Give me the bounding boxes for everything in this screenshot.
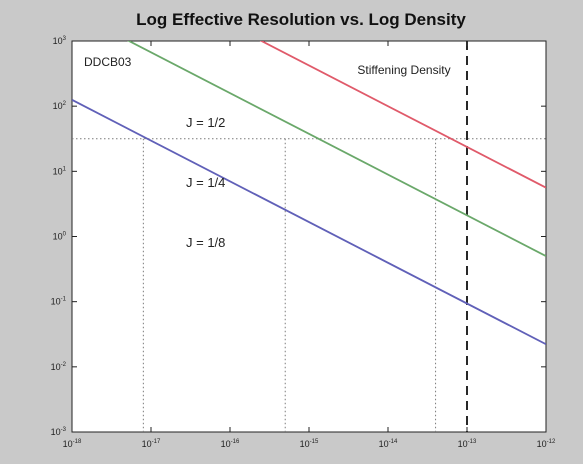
reference-lines (72, 41, 546, 432)
vertical-line-label: Stiffening Density (357, 63, 450, 77)
chart-title: Log Effective Resolution vs. Log Density (136, 10, 466, 29)
plot-area (71, 40, 547, 433)
y-tick-label: 102 (53, 101, 67, 111)
x-tick-label: 10-14 (379, 439, 398, 449)
x-tick-label: 10-12 (537, 439, 556, 449)
y-tick-label: 103 (53, 36, 67, 46)
x-tick-label: 10-13 (458, 439, 477, 449)
series-line (259, 41, 546, 189)
series-line (127, 41, 546, 257)
y-tick-label: 10-1 (51, 297, 67, 307)
x-tick-label: 10-18 (63, 439, 82, 449)
y-tick-label: 100 (53, 232, 67, 242)
panel-label: DDCB03 (84, 55, 132, 69)
y-tick-label: 10-2 (51, 362, 67, 372)
y-tick-label: 10-3 (51, 427, 67, 437)
x-tick-label: 10-15 (300, 439, 319, 449)
series-label-j-half: J = 1/2 (186, 115, 225, 130)
y-tick-label: 101 (53, 166, 67, 176)
axis-ticks: 10-18 10-17 10-16 10-15 10-14 10-13 10-12 10-3 1… (51, 36, 556, 449)
series-label-j-eighth: J = 1/8 (186, 235, 225, 250)
series-lines (72, 41, 546, 346)
x-tick-label: 10-16 (221, 439, 240, 449)
series-line (72, 99, 546, 346)
x-tick-label: 10-17 (142, 439, 161, 449)
series-label-j-quarter: J = 1/4 (186, 175, 225, 190)
